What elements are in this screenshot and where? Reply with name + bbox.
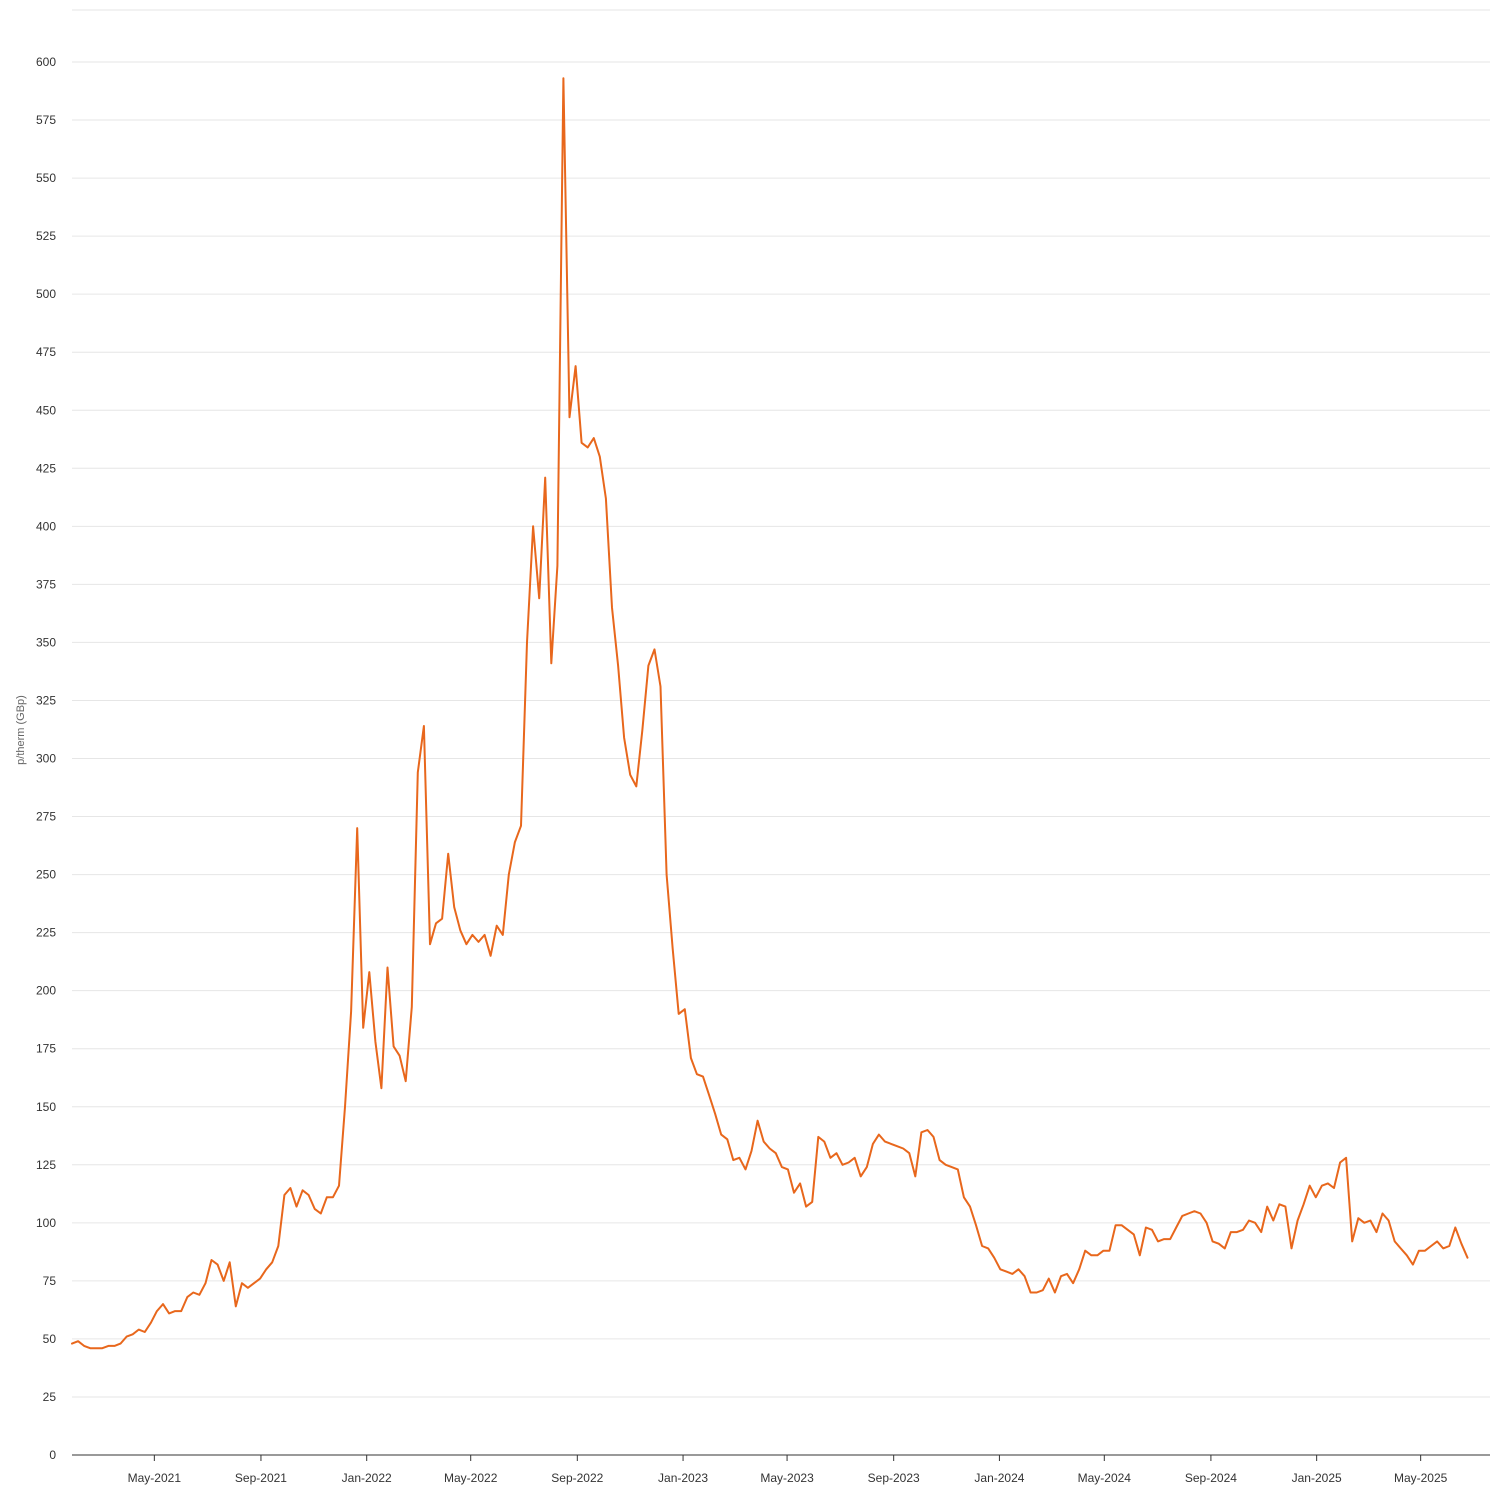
y-tick-label: 500 bbox=[36, 287, 56, 301]
y-tick-label: 525 bbox=[36, 229, 56, 243]
series-line-0 bbox=[71, 77, 1469, 1350]
y-tick-label: 150 bbox=[36, 1100, 56, 1114]
y-tick-label: 425 bbox=[36, 461, 56, 475]
x-axis: May-2021 Sep-2021 Jan-2022 May-2022 Sep-2022… bbox=[72, 1454, 1490, 1485]
y-tick-label: 175 bbox=[36, 1042, 56, 1056]
x-tick-label: May-2025 bbox=[1394, 1471, 1448, 1485]
y-axis-tick-labels: 0 25 50 75 100 125 150 175 200 225 250 275 300 325 350… bbox=[36, 55, 56, 1462]
y-tick-label: 600 bbox=[36, 55, 56, 69]
y-tick-label: 400 bbox=[36, 519, 56, 533]
y-tick-label: 50 bbox=[43, 1332, 57, 1346]
y-tick-label: 75 bbox=[43, 1274, 57, 1288]
x-tick-label: Jan-2023 bbox=[658, 1471, 708, 1485]
y-tick-label: 450 bbox=[36, 403, 56, 417]
x-tick-label: May-2021 bbox=[128, 1471, 182, 1485]
y-tick-label: 325 bbox=[36, 693, 56, 707]
y-tick-label: 0 bbox=[49, 1448, 56, 1462]
series-layer bbox=[71, 77, 1469, 1350]
y-tick-label: 575 bbox=[36, 113, 56, 127]
y-tick-label: 275 bbox=[36, 810, 56, 824]
y-tick-label: 250 bbox=[36, 868, 56, 882]
y-tick-label: 550 bbox=[36, 171, 56, 185]
x-tick-label: Jan-2025 bbox=[1292, 1471, 1342, 1485]
x-tick-label: Jan-2022 bbox=[342, 1471, 392, 1485]
y-tick-label: 375 bbox=[36, 577, 56, 591]
y-tick-label: 125 bbox=[36, 1158, 56, 1172]
x-tick-label: May-2023 bbox=[760, 1471, 814, 1485]
y-tick-label: 300 bbox=[36, 752, 56, 766]
x-tick-label: May-2022 bbox=[444, 1471, 498, 1485]
x-tick-label: Sep-2022 bbox=[551, 1471, 603, 1485]
y-tick-label: 350 bbox=[36, 635, 56, 649]
x-tick-label: Sep-2021 bbox=[235, 1471, 287, 1485]
x-tick-label: Sep-2024 bbox=[1185, 1471, 1237, 1485]
x-tick-label: May-2024 bbox=[1078, 1471, 1132, 1485]
y-tick-label: 225 bbox=[36, 926, 56, 940]
y-tick-label: 25 bbox=[43, 1390, 57, 1404]
y-tick-label: 200 bbox=[36, 984, 56, 998]
y-axis-title: p/therm (GBp) bbox=[15, 695, 27, 765]
x-tick-label: Jan-2024 bbox=[974, 1471, 1024, 1485]
x-tick-label: Sep-2023 bbox=[868, 1471, 920, 1485]
y-tick-label: 100 bbox=[36, 1216, 56, 1230]
gridlines bbox=[72, 9, 1490, 1398]
y-tick-label: 475 bbox=[36, 345, 56, 359]
